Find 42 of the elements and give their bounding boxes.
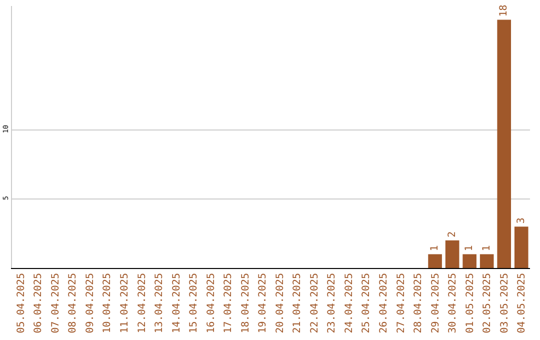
bar <box>428 254 442 268</box>
x-tick-label: 26.04.2025 <box>378 273 390 334</box>
data-label: 1 <box>430 245 441 252</box>
x-tick-label: 14.04.2025 <box>171 273 182 334</box>
data-label: 1 <box>464 245 476 252</box>
data-label: 2 <box>446 231 458 238</box>
x-tick-label: 22.04.2025 <box>309 273 320 334</box>
x-tick-label: 01.05.2025 <box>464 273 476 334</box>
x-tick-label: 23.04.2025 <box>326 273 338 334</box>
x-tick-label: 16.04.2025 <box>206 273 217 334</box>
x-tick-label: 02.05.2025 <box>482 273 494 334</box>
x-tick-label: 07.04.2025 <box>50 273 62 334</box>
bar <box>445 240 460 268</box>
x-tick-label: 30.04.2025 <box>448 273 459 334</box>
x-tick-label: 12.04.2025 <box>136 273 148 334</box>
x-tick-label: 25.04.2025 <box>361 273 372 334</box>
x-tick-label: 19.04.2025 <box>258 273 269 334</box>
x-tick-label: 10.04.2025 <box>102 273 114 334</box>
x-tick-label: 20.04.2025 <box>274 273 286 334</box>
x-tick-label: 29.04.2025 <box>430 273 442 334</box>
x-tick-label: 27.04.2025 <box>396 273 407 334</box>
data-label: 18 <box>498 4 510 17</box>
x-tick-label: 24.04.2025 <box>344 273 355 334</box>
x-tick-label: 09.04.2025 <box>84 273 96 334</box>
data-label: 1 <box>481 245 492 252</box>
bar <box>497 20 512 268</box>
x-tick-label: 08.04.2025 <box>68 273 79 334</box>
x-tick-label: 11.04.2025 <box>119 273 130 334</box>
x-tick-label: 13.04.2025 <box>154 273 166 334</box>
bar <box>462 254 476 268</box>
x-tick-label: 17.04.2025 <box>223 273 234 334</box>
bar <box>514 226 528 268</box>
x-tick-label: 03.05.2025 <box>499 273 510 334</box>
bar <box>480 254 494 268</box>
data-label: 3 <box>516 218 527 224</box>
x-tick-label: 06.04.2025 <box>33 273 44 334</box>
x-tick-label: 05.04.2025 <box>16 273 27 334</box>
x-tick-label: 21.04.2025 <box>292 273 304 334</box>
x-tick-label: 15.04.2025 <box>188 273 200 334</box>
x-tick-label: 04.05.2025 <box>516 273 528 334</box>
x-tick-label: 28.04.2025 <box>413 273 424 334</box>
x-tick-label: 18.04.2025 <box>240 273 252 334</box>
